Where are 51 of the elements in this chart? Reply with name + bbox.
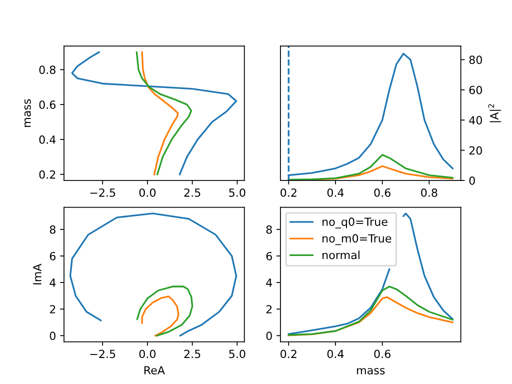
line-series [136,51,192,176]
x-axis-title: mass [357,368,385,374]
line-series [288,286,454,336]
y-axis-title: ImA [33,264,42,284]
y-tick-label: 4 [50,278,56,287]
line-series [141,296,180,336]
y-tick-label: 0.2 [39,170,56,179]
x-tick-label: 5.0 [229,350,246,358]
y2-tick-label: 40 [469,116,482,124]
line-series [69,212,238,336]
y-tick-label: 0.4 [39,135,56,144]
x-tick-label: 2.5 [184,350,200,358]
legend-label: normal [322,250,360,260]
line-series [288,296,454,336]
y-tick-label: 4 [266,278,272,287]
y-tick-label: 8 [50,225,56,234]
y2-tick-label: 0 [469,176,475,185]
x-tick-label: −2.5 [90,188,116,197]
x-tick-label: 0.6 [374,350,390,358]
x-tick-label: 5.0 [229,188,246,197]
y-tick-label: 0.6 [39,100,56,109]
y-tick-label: 0 [266,332,272,340]
line-series [141,51,179,176]
y2-tick-label: 60 [469,86,482,94]
x-tick-label: 0.2 [280,350,296,358]
x-tick-label: 0.4 [327,350,344,358]
y-tick-label: 2 [266,305,272,314]
x-tick-label: 0.6 [374,188,390,197]
x-axis-title: ReA [144,366,165,374]
x-tick-label: 0.2 [280,188,296,197]
x-tick-label: 0.0 [139,350,156,358]
y-tick-label: 0 [50,332,56,340]
line-series [71,51,238,176]
x-tick-label: −2.5 [90,350,116,358]
line-series [288,154,454,180]
y-tick-label: 2 [50,305,56,314]
y-tick-label: 8 [266,225,272,234]
x-tick-label: 2.5 [184,188,200,197]
line-series [136,286,194,336]
legend-label: no_q0=True [322,218,388,228]
x-tick-label: 0.8 [421,188,438,197]
y-tick-label: 6 [50,252,56,260]
y-tick-label: 0.8 [39,66,56,74]
y2-axis-title: |A|$^{2}$ [488,104,501,122]
y2-tick-label: 80 [469,56,482,64]
x-tick-label: 0.0 [139,188,156,197]
legend-label: no_m0=True [322,234,392,246]
x-tick-label: 0.4 [327,188,344,197]
y-axis-title: mass [24,99,31,127]
y-tick-label: 6 [266,252,272,260]
y2-tick-label: 20 [469,146,482,155]
